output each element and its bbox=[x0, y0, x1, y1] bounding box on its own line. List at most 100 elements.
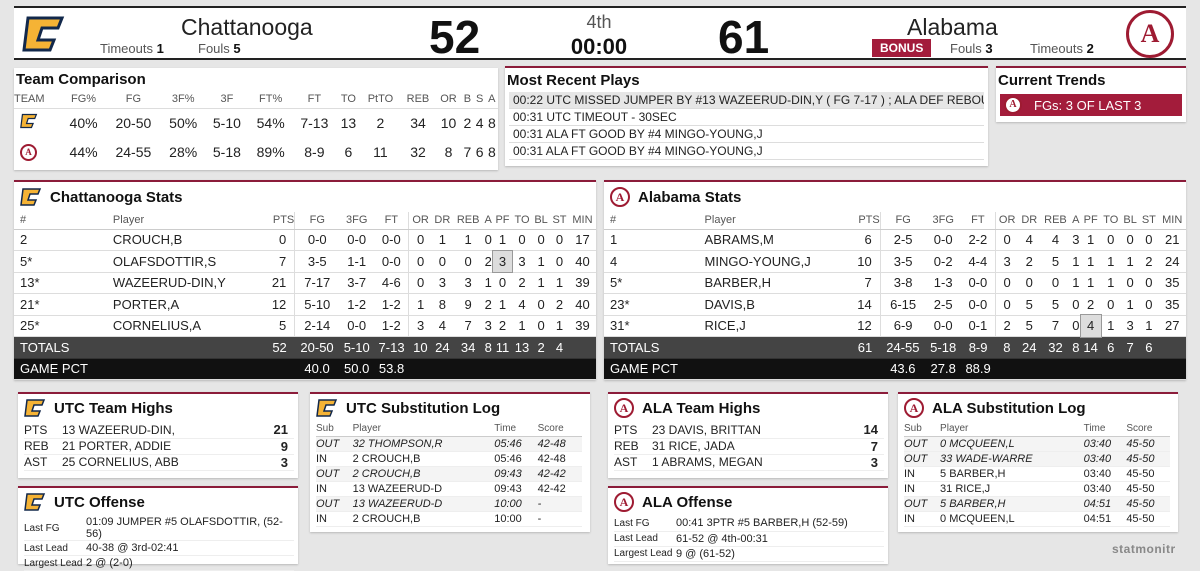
pct-cell: 40.0 bbox=[294, 358, 340, 380]
stat-cell: 3 bbox=[1121, 315, 1140, 337]
alabama-logo: A bbox=[610, 187, 630, 207]
totals-cell: 34 bbox=[452, 336, 484, 359]
sub-cell: 2 CROUCH,B bbox=[352, 511, 495, 527]
stat-cell: 3 bbox=[994, 250, 1019, 273]
player-row: 4 MINGO-YOUNG,J 10 3-5 0-2 4-4 3 2 5 1 1 1 1 2 24 bbox=[604, 250, 1186, 273]
stat-cell: 4 bbox=[511, 293, 533, 316]
sub-cell: 42-42 bbox=[537, 466, 582, 482]
player-name: 21 PORTER, ADDIE bbox=[62, 438, 260, 455]
totals-cell: 11 bbox=[493, 336, 512, 359]
recent-plays-title: Most Recent Plays bbox=[507, 71, 640, 89]
sub-cell: 45-50 bbox=[1126, 466, 1170, 482]
sub-cell: 45-50 bbox=[1126, 481, 1170, 497]
offense-row: Last FG 00:41 3PTR #5 BARBER,H (52-59) bbox=[614, 516, 884, 532]
team-high-row: AST 25 CORNELIUS, ABB 3 bbox=[24, 454, 294, 471]
stat-cell: 0 bbox=[1040, 272, 1071, 294]
stat-cell: 0-0 bbox=[960, 293, 996, 316]
stat-cell: 1 bbox=[1121, 293, 1140, 316]
stat-cell: 0-0 bbox=[294, 229, 340, 251]
team-logo-cell: A bbox=[14, 137, 62, 166]
sub-cell: 10:00 bbox=[494, 511, 538, 527]
alabama-logo: A bbox=[20, 144, 37, 161]
team-high-row: REB 31 RICE, JADA 7 bbox=[614, 438, 884, 455]
utc-sub-table: Sub Player Time Score OUT 32 THOMPSON,R 05:46 4… bbox=[316, 422, 582, 527]
sub-cell: 03:40 bbox=[1083, 481, 1127, 497]
ala-sub-log-panel: A ALA Substitution Log Sub Player Time Scor… bbox=[898, 392, 1178, 532]
column-header: Player bbox=[352, 422, 495, 437]
column-header: FT bbox=[960, 212, 996, 230]
home-team-name: Chattanooga bbox=[181, 14, 313, 40]
utc-sub-log-title: UTC Substitution Log bbox=[346, 399, 501, 417]
stat-value: 3 bbox=[847, 454, 884, 471]
recent-plays-panel: Most Recent Plays 00:22 UTC MISSED JUMPE… bbox=[505, 66, 988, 166]
sub-cell: 05:46 bbox=[494, 436, 538, 452]
stat-cell: 28% bbox=[169, 143, 198, 160]
stat-cell: 1-2 bbox=[374, 293, 409, 316]
stat-cell: 14 bbox=[849, 293, 881, 316]
stat-cell: 3 bbox=[408, 315, 432, 337]
column-header: 3F% bbox=[161, 90, 206, 109]
team-comparison-panel: Team Comparison TEAM FG% FG 3F% 3F FT% FT TO PtT… bbox=[14, 68, 498, 170]
stat-cell: BARBER,H bbox=[704, 272, 849, 294]
stat-cell: 2 bbox=[550, 293, 569, 316]
stat-cell: 3 bbox=[511, 250, 533, 273]
column-header: Player bbox=[940, 422, 1084, 437]
sub-cell: 33 WADE-WARRE bbox=[940, 451, 1084, 467]
column-header: 3F bbox=[205, 90, 249, 109]
pct-cell: 43.6 bbox=[880, 358, 926, 380]
ala-stats-title: Alabama Stats bbox=[638, 188, 742, 206]
column-header: DR bbox=[431, 212, 453, 230]
stat-cell: 1 bbox=[532, 250, 551, 273]
offense-label: Last FG bbox=[614, 516, 676, 532]
sub-cell: 5 BARBER,H bbox=[940, 496, 1084, 512]
sub-cell: IN bbox=[316, 511, 353, 527]
stat-cell: 35 bbox=[1158, 272, 1186, 294]
stat-cell: 7-13 bbox=[300, 114, 329, 131]
stat-cell: 0-0 bbox=[925, 229, 961, 251]
stat-cell: 0 bbox=[493, 272, 512, 294]
statmonitr-logo[interactable]: statmonitr bbox=[1112, 542, 1176, 556]
column-header: MIN bbox=[1158, 212, 1186, 230]
pct-cell bbox=[1070, 358, 1081, 380]
stat-cell: 0 bbox=[1139, 229, 1159, 251]
stat-cell: 2 bbox=[376, 114, 385, 131]
stat-cell: 23* bbox=[604, 293, 705, 316]
player-row: 1 ABRAMS,M 6 2-5 0-0 2-2 0 4 4 3 1 0 0 0 21 bbox=[604, 229, 1186, 251]
column-header: FG bbox=[879, 212, 926, 230]
stat-label: PTS bbox=[24, 422, 62, 439]
stat-cell: 1 bbox=[483, 272, 494, 294]
player-name: 13 WAZEERUD-DIN, bbox=[62, 422, 260, 439]
pct-cell bbox=[1040, 358, 1071, 380]
sub-row: OUT 13 WAZEERUD-D 10:00- bbox=[316, 496, 582, 512]
utc-stats-title: Chattanooga Stats bbox=[50, 188, 183, 206]
game-pct-row: GAME PCT 40.0 50.0 53.8 bbox=[14, 358, 596, 380]
column-header: Time bbox=[494, 422, 538, 437]
ala-sub-log-title: ALA Substitution Log bbox=[932, 399, 1086, 417]
totals-cell: 13 bbox=[511, 336, 533, 359]
stat-cell: 39 bbox=[568, 272, 596, 294]
stat-cell: 10 bbox=[440, 114, 457, 131]
stat-label: PTS bbox=[614, 422, 652, 439]
home-score: 52 bbox=[429, 11, 481, 63]
ala-stats-header: A Alabama Stats bbox=[604, 182, 1186, 212]
offense-row: Last Lead 40-38 @ 3rd-02:41 bbox=[24, 540, 294, 556]
stat-cell: ABRAMS,M bbox=[704, 229, 849, 251]
sub-cell: IN bbox=[316, 451, 353, 467]
utc-team-highs-title: UTC Team Highs bbox=[54, 399, 173, 417]
stat-cell: 27 bbox=[1158, 315, 1186, 337]
stat-cell: 50% bbox=[169, 114, 198, 131]
stat-cell: 3-5 bbox=[879, 250, 926, 273]
play-item: 00:31 UTC TIMEOUT - 30SEC bbox=[509, 109, 984, 126]
stat-cell: 7 bbox=[264, 250, 295, 273]
pct-cell bbox=[704, 358, 849, 380]
utc-logo bbox=[20, 186, 42, 208]
totals-cell: 5-10 bbox=[339, 336, 375, 359]
pct-cell: 53.8 bbox=[374, 358, 409, 380]
totals-cell: 24 bbox=[1018, 336, 1041, 359]
stat-cell: 13 bbox=[340, 114, 357, 131]
utc-stats-header: Chattanooga Stats bbox=[14, 182, 596, 212]
current-trends-title: Current Trends bbox=[998, 71, 1106, 89]
stat-value: 3 bbox=[259, 454, 294, 471]
totals-cell: 8 bbox=[1070, 336, 1081, 359]
stat-value: 7 bbox=[847, 438, 884, 455]
